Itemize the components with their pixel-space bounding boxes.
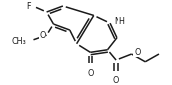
Text: F: F xyxy=(26,2,30,11)
Text: O: O xyxy=(39,31,46,40)
Text: H: H xyxy=(118,17,124,26)
Text: CH₃: CH₃ xyxy=(11,37,26,46)
Text: N: N xyxy=(114,17,120,26)
Text: O: O xyxy=(113,76,119,85)
Text: O: O xyxy=(134,48,141,57)
Text: O: O xyxy=(87,69,94,78)
